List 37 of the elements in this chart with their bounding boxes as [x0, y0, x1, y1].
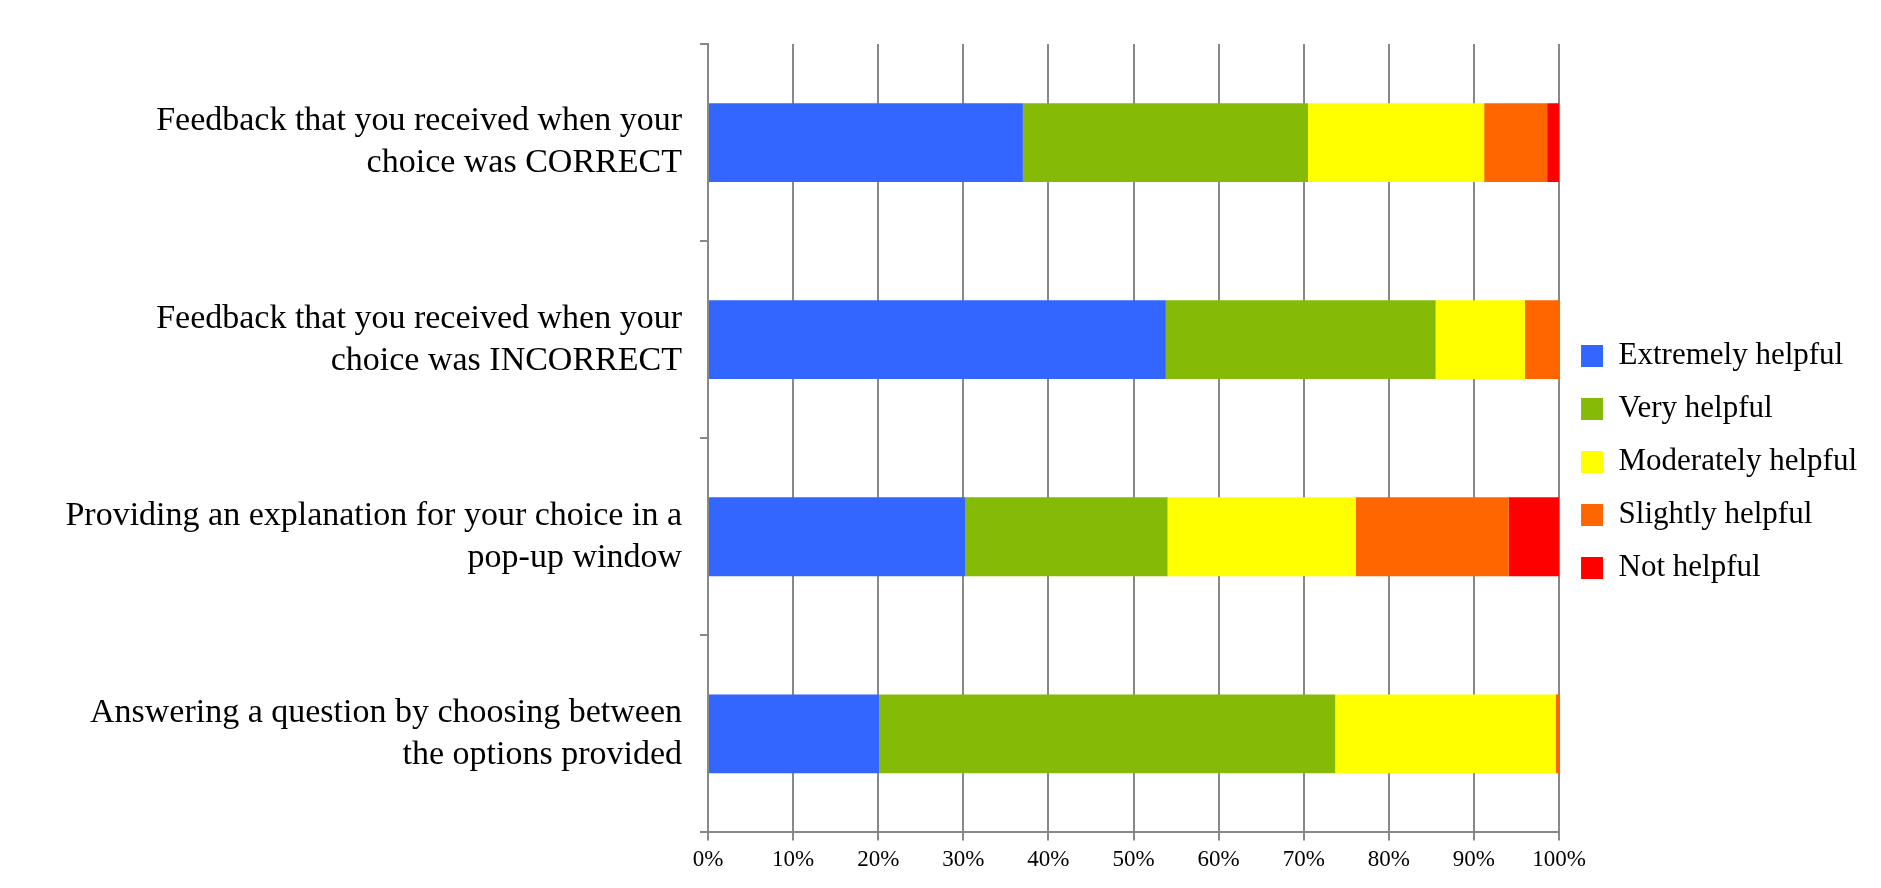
bar: [1355, 497, 1509, 577]
bar: [879, 694, 1336, 774]
bar: [1484, 103, 1548, 182]
bar: [1165, 300, 1436, 380]
bar: [1508, 497, 1560, 577]
legend-label: Moderately helpful: [1618, 442, 1857, 478]
x-tick-label: 80%: [1367, 846, 1410, 872]
bar: [709, 497, 966, 577]
x-tick-label: 10%: [772, 846, 815, 872]
legend-label: Not helpful: [1618, 548, 1761, 584]
bar: [1307, 103, 1485, 182]
bar: [965, 497, 1168, 577]
x-tick-label: 70%: [1282, 846, 1325, 872]
bar: [1022, 103, 1308, 182]
x-tick-label: 30%: [942, 846, 985, 872]
y-tick-label: Feedback that you received when your choice was CORRECT: [156, 100, 683, 180]
legend-label: Very helpful: [1618, 389, 1773, 425]
legend-label: Slightly helpful: [1618, 495, 1813, 531]
legend-label: Extremely helpful: [1618, 336, 1844, 372]
y-tick-label: Providing an explanation for your choice in a pop-up window: [65, 494, 683, 574]
x-tick-label: 20%: [857, 846, 900, 872]
x-tick-label: 100%: [1532, 846, 1586, 872]
y-tick-label: Feedback that you received when your choice was INCORRECT: [156, 297, 683, 377]
x-tick-label: 90%: [1452, 846, 1496, 872]
x-tick-label: 0%: [692, 846, 724, 872]
bar: [1335, 694, 1556, 774]
bar: [709, 103, 1023, 182]
x-tick-label: 50%: [1112, 846, 1155, 872]
bar: [1525, 300, 1560, 380]
y-tick-label: Answering a question by choosing between the options provided: [89, 691, 682, 771]
bar: [1547, 103, 1560, 182]
bar: [1435, 300, 1526, 380]
x-tick-label: 40%: [1027, 846, 1070, 872]
bar: [709, 694, 880, 774]
bar: [709, 300, 1166, 380]
bar: [1167, 497, 1356, 577]
x-tick-label: 60%: [1197, 846, 1240, 872]
